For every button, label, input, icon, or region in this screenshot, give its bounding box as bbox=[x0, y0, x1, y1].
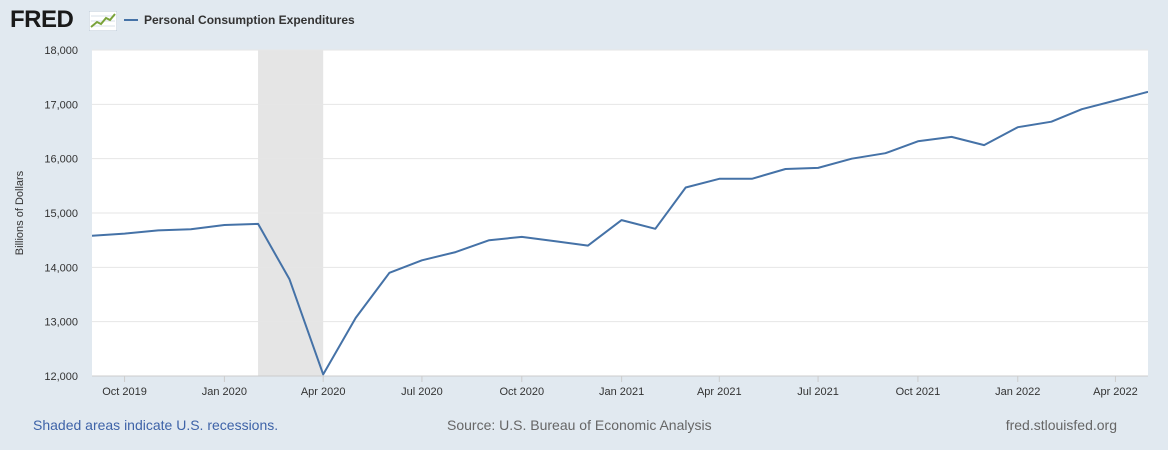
y-tick-label: 16,000 bbox=[44, 154, 78, 166]
x-tick-label: Apr 2022 bbox=[1093, 386, 1138, 398]
x-tick-label: Jan 2021 bbox=[599, 386, 644, 398]
site-link[interactable]: fred.stlouisfed.org bbox=[1005, 417, 1117, 433]
y-tick-label: 18,000 bbox=[44, 45, 78, 57]
x-tick-label: Oct 2019 bbox=[102, 386, 147, 398]
x-tick-label: Jan 2020 bbox=[202, 386, 247, 398]
fred-logo[interactable]: FRED bbox=[10, 6, 120, 34]
y-tick-label: 12,000 bbox=[44, 371, 78, 383]
series-line[interactable] bbox=[92, 90, 1148, 376]
legend-series-label: Personal Consumption Expenditures bbox=[144, 13, 355, 27]
x-tick-label: Apr 2021 bbox=[697, 386, 742, 398]
line-chart: 12,000 13,000 14,000 15,000 16,000 17,000 18,0… bbox=[14, 45, 1148, 398]
x-tick-label: Apr 2020 bbox=[301, 386, 346, 398]
x-tick-label: Oct 2021 bbox=[896, 386, 941, 398]
legend-swatch bbox=[124, 19, 138, 21]
y-tick-label: 13,000 bbox=[44, 317, 78, 329]
x-tick-label: Jul 2020 bbox=[401, 386, 443, 398]
source-note: Source: U.S. Bureau of Economic Analysis bbox=[447, 417, 712, 433]
line-graph-icon bbox=[89, 11, 117, 31]
y-axis-label: Billions of Dollars bbox=[14, 170, 26, 255]
x-tick-label: Jan 2022 bbox=[995, 386, 1040, 398]
y-tick-label: 15,000 bbox=[44, 208, 78, 220]
fred-logo-text: FRED bbox=[10, 6, 74, 33]
recession-note[interactable]: Shaded areas indicate U.S. recessions. bbox=[33, 417, 279, 433]
x-tick-label: Jul 2021 bbox=[797, 386, 839, 398]
y-tick-label: 14,000 bbox=[44, 262, 78, 274]
x-tick-label: Oct 2020 bbox=[499, 386, 544, 398]
chart-legend[interactable]: Personal Consumption Expenditures bbox=[124, 11, 355, 29]
y-tick-label: 17,000 bbox=[44, 99, 78, 111]
